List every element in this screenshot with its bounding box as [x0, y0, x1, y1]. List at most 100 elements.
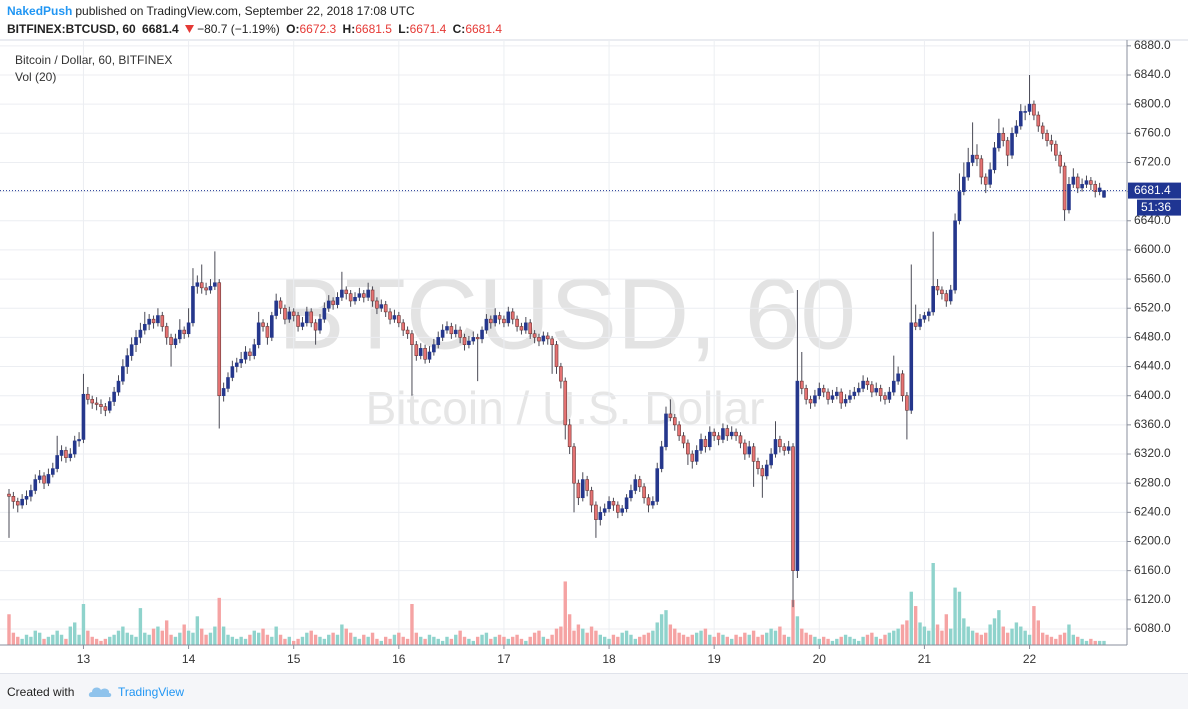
brand-link[interactable]: TradingView [118, 685, 185, 699]
candle-body [1045, 133, 1049, 141]
volume-bar [572, 630, 576, 645]
candle-body [782, 446, 787, 451]
volume-bar [1032, 606, 1036, 645]
volume-bar [913, 606, 918, 645]
close-value: 6681.4 [465, 22, 503, 36]
candle-body [729, 431, 734, 437]
volume-bar [1067, 624, 1071, 645]
volume-bar [1036, 620, 1040, 645]
volume-bar [1076, 636, 1080, 645]
candle-body [979, 158, 984, 178]
candle-body [265, 326, 270, 338]
volume-bar [278, 634, 283, 645]
volume-bar [191, 632, 195, 645]
candle-body [620, 508, 625, 513]
volume-bar [602, 636, 607, 645]
x-tick-label: 22 [1023, 652, 1037, 666]
candle-body [261, 322, 265, 327]
volume-bar [265, 634, 270, 645]
volume-bar [646, 632, 651, 645]
volume-bar [896, 628, 900, 645]
volume-bar [835, 638, 839, 645]
volume-bar [467, 638, 471, 645]
candle-body [747, 446, 752, 455]
volume-bar [927, 630, 931, 645]
volume-bar [1071, 634, 1076, 645]
volume-bar [725, 636, 730, 645]
candle-body [445, 326, 449, 331]
volume-bar [769, 628, 773, 645]
volume-bar [436, 638, 440, 645]
volume-bar [1058, 634, 1062, 645]
volume-bar [638, 636, 642, 645]
candle-body [366, 289, 370, 298]
candle-body [64, 450, 68, 458]
candle-body [554, 344, 559, 367]
candle-body [970, 154, 975, 163]
volume-bar [77, 634, 81, 645]
volume-bar [589, 626, 594, 645]
symbol: BITFINEX:BTCUSD, 60 [7, 22, 136, 36]
volume-bar [1084, 640, 1089, 645]
y-tick-label: 6440.0 [1134, 359, 1171, 373]
candle-body [655, 468, 660, 502]
brand-logo[interactable] [88, 684, 112, 698]
candle-body [1010, 133, 1014, 156]
volume-bar [274, 626, 278, 645]
candle-body [383, 304, 388, 313]
volume-bar [703, 628, 708, 645]
y-tick-label: 6480.0 [1134, 330, 1171, 344]
price-label-box [1128, 182, 1181, 199]
candle-body [410, 333, 414, 345]
candle-body [935, 286, 940, 291]
candle-body [1089, 180, 1093, 185]
volume-bar [489, 638, 493, 645]
volume-bar [401, 636, 405, 645]
volume-bar [143, 632, 147, 645]
volume-bar [659, 614, 664, 645]
candle-body [940, 289, 944, 294]
volume-bar [173, 636, 178, 645]
candle-body [1075, 176, 1080, 189]
volume-bar [848, 636, 852, 645]
volume-bar [878, 638, 883, 645]
x-tick-label: 16 [392, 652, 406, 666]
volume-bar [357, 638, 362, 645]
candle-body [318, 318, 322, 331]
candle-body [116, 380, 121, 393]
volume-bar [581, 628, 585, 645]
volume-bar [1062, 632, 1067, 645]
candle-body [633, 479, 638, 491]
candle-body [375, 300, 379, 309]
candle-body [432, 344, 436, 353]
candle-body [305, 311, 309, 324]
volume-bar [449, 638, 454, 645]
candle-body [550, 338, 554, 345]
volume-bar [1040, 632, 1045, 645]
candle-body [1040, 125, 1045, 134]
x-tick-label: 15 [287, 652, 301, 666]
footer: Created with TradingView [0, 673, 1188, 709]
candle-body [186, 322, 191, 335]
volume-bar [970, 630, 975, 645]
author[interactable]: NakedPush [7, 4, 73, 18]
candle-body [291, 311, 296, 316]
volume-bar [230, 636, 235, 645]
volume-bar [550, 634, 554, 645]
x-tick-label: 19 [708, 652, 722, 666]
candle-body [707, 431, 712, 448]
candle-body [46, 474, 51, 484]
candle-body [81, 393, 86, 440]
candle-body [769, 453, 773, 466]
volume-bar [773, 630, 778, 645]
header-row: BITFINEX:BTCUSD, 60 6681.4 −80.7 (−1.19%… [7, 22, 505, 36]
candle-body [861, 380, 865, 389]
candle-body [388, 311, 392, 320]
volume-bar [786, 636, 791, 645]
volume-bar [1102, 640, 1106, 645]
volume-bar [528, 636, 532, 645]
volume-bar [1001, 626, 1005, 645]
volume-bar [195, 616, 200, 645]
high-value: 6681.5 [355, 22, 392, 36]
candle-body [957, 191, 962, 222]
